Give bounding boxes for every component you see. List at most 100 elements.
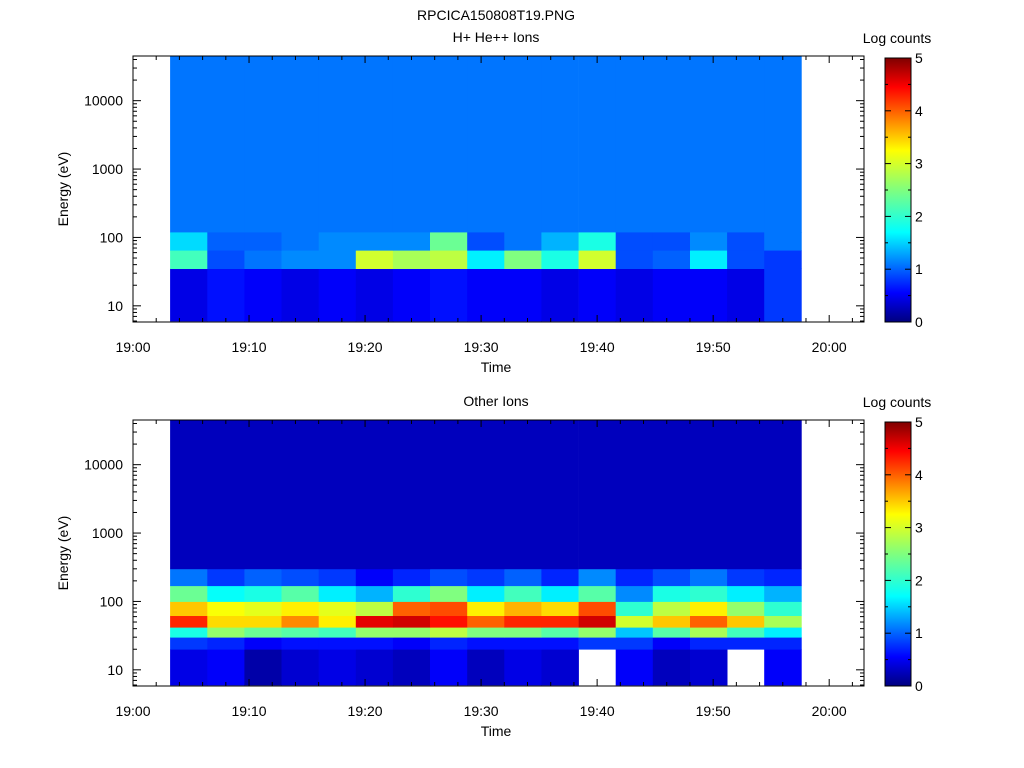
- x-tick-label: 19:20: [348, 339, 383, 355]
- colorbar-tick-label: 5: [915, 50, 923, 66]
- heatmap-cell: [207, 56, 245, 233]
- heatmap-cell: [281, 568, 319, 587]
- heatmap-cell: [318, 232, 357, 251]
- heatmap-cell: [467, 627, 505, 638]
- y-tick-label: 100: [100, 593, 124, 609]
- heatmap-cell: [504, 268, 542, 322]
- heatmap-cell: [764, 585, 802, 602]
- heatmap-cell: [170, 649, 208, 686]
- heatmap-cell: [690, 585, 728, 602]
- heatmap-cell: [244, 601, 282, 616]
- heatmap-cell: [652, 268, 691, 322]
- heatmap-cell: [764, 601, 802, 616]
- heatmap-cell: [244, 585, 282, 602]
- heatmap-cell: [578, 615, 617, 628]
- heatmap-cell: [727, 568, 765, 587]
- y-tick-label: 10: [107, 298, 123, 314]
- heatmap-cell: [615, 56, 654, 233]
- heatmap-plot-area: [170, 56, 802, 322]
- heatmap-cell: [541, 56, 579, 233]
- heatmap-cell: [281, 627, 319, 638]
- heatmap-cell: [615, 615, 654, 628]
- heatmap-cell: [690, 627, 728, 638]
- heatmap-cell: [430, 250, 468, 269]
- heatmap-cell: [541, 268, 579, 322]
- heatmap-cell: [170, 420, 208, 570]
- heatmap-cell: [244, 250, 282, 269]
- heatmap-cell: [690, 250, 728, 269]
- heatmap-cell: [578, 601, 617, 616]
- heatmap-cell: [541, 649, 579, 686]
- heatmap-cell: [467, 615, 505, 628]
- heatmap-cell: [430, 232, 468, 251]
- heatmap-cell: [170, 250, 208, 269]
- colorbar-tick-label: 2: [915, 208, 923, 224]
- x-tick-label: 19:10: [232, 703, 267, 719]
- heatmap-cell: [318, 250, 357, 269]
- heatmap-cell: [727, 585, 765, 602]
- y-axis: 10 100 1000 10000: [84, 422, 864, 686]
- heatmap-cell: [318, 568, 357, 587]
- x-tick-label: 20:00: [812, 703, 847, 719]
- heatmap-cell: [318, 585, 357, 602]
- heatmap-cell: [281, 585, 319, 602]
- heatmap-cell: [281, 615, 319, 628]
- heatmap-cell: [578, 568, 617, 587]
- heatmap-cell: [430, 420, 468, 570]
- heatmap-cell: [615, 420, 654, 570]
- heatmap-cell: [355, 250, 394, 269]
- plot-frame: [132, 55, 865, 323]
- heatmap-cell: [578, 585, 617, 602]
- heatmap-cell: [430, 585, 468, 602]
- x-tick-label: 19:10: [232, 339, 267, 355]
- plot-frame: [132, 419, 865, 687]
- heatmap-cell: [727, 268, 765, 322]
- heatmap-cell: [504, 568, 542, 587]
- heatmap-cell: [170, 568, 208, 587]
- colorbar-tick-label: 3: [915, 156, 923, 172]
- heatmap-cell: [244, 420, 282, 570]
- heatmap-cell: [504, 232, 542, 251]
- heatmap-cell: [281, 637, 319, 650]
- heatmap-cell: [764, 615, 802, 628]
- heatmap-cell: [541, 601, 579, 616]
- heatmap-cell: [430, 568, 468, 587]
- heatmap-cell: [652, 232, 691, 251]
- heatmap-cell: [652, 615, 691, 628]
- heatmap-cell: [504, 637, 542, 650]
- x-axis-label: Time: [481, 359, 512, 375]
- heatmap-cell: [355, 601, 394, 616]
- heatmap-cell: [170, 615, 208, 628]
- heatmap-cell: [541, 420, 579, 570]
- heatmap-cell: [281, 649, 319, 686]
- heatmap-cell: [764, 568, 802, 587]
- heatmap-cell: [244, 615, 282, 628]
- heatmap-cell: [504, 615, 542, 628]
- heatmap-cell: [281, 268, 319, 322]
- heatmap-cell: [615, 637, 654, 650]
- heatmap-cell: [392, 250, 431, 269]
- heatmap-cell: [318, 615, 357, 628]
- heatmap-cell: [207, 601, 245, 616]
- heatmap-cell: [504, 56, 542, 233]
- colorbar-tick-label: 2: [915, 572, 923, 588]
- panel-title: Other Ions: [463, 393, 528, 409]
- heatmap-cell: [652, 420, 691, 570]
- heatmap-cell: [281, 232, 319, 251]
- colorbar-label: Log counts: [863, 30, 932, 46]
- panel-h-he-ions: H+ He++ Ions 19:00 19:10 19:20 19:30 19:40 19…: [55, 29, 931, 375]
- heatmap-cell: [504, 250, 542, 269]
- heatmap-cell: [430, 627, 468, 638]
- colorbar-ticks: 0 1 2 3 4 5: [885, 414, 923, 694]
- heatmap-cell: [578, 56, 617, 233]
- heatmap-cell: [615, 601, 654, 616]
- heatmap-cell: [207, 615, 245, 628]
- heatmap-cell: [318, 627, 357, 638]
- heatmap-cell: [578, 420, 617, 570]
- heatmap-cell: [244, 627, 282, 638]
- heatmap-cell: [318, 56, 357, 233]
- heatmap-cell: [392, 568, 431, 587]
- heatmap-cell: [467, 637, 505, 650]
- heatmap-cell: [467, 250, 505, 269]
- heatmap-cell: [207, 268, 245, 322]
